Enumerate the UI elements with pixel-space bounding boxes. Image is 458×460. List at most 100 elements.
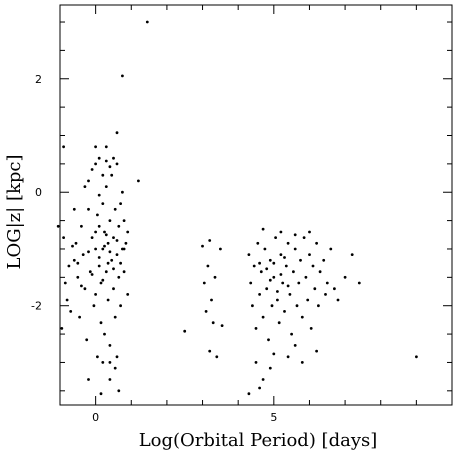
data-point xyxy=(106,261,110,265)
data-point xyxy=(299,258,302,262)
data-point xyxy=(99,321,103,325)
data-point xyxy=(258,386,261,390)
data-point xyxy=(87,250,90,254)
data-point xyxy=(126,293,130,296)
data-point xyxy=(308,230,311,234)
data-point xyxy=(145,20,149,24)
data-point xyxy=(97,224,101,228)
data-point xyxy=(101,173,105,177)
data-point xyxy=(204,310,208,313)
data-point xyxy=(96,355,99,359)
data-point xyxy=(90,168,94,171)
data-point xyxy=(265,287,269,291)
data-point xyxy=(83,287,87,291)
y-tick-label: 2 xyxy=(35,73,42,86)
data-point xyxy=(306,298,310,302)
data-point xyxy=(302,236,306,240)
data-point xyxy=(104,159,108,163)
data-point xyxy=(284,264,288,268)
data-point xyxy=(103,230,106,234)
data-point xyxy=(87,207,90,211)
data-point xyxy=(94,247,97,251)
data-point xyxy=(219,247,222,251)
data-point xyxy=(113,315,117,319)
x-tick-label: 5 xyxy=(270,411,277,424)
data-point xyxy=(295,304,299,308)
data-point xyxy=(290,332,293,336)
data-point xyxy=(108,250,112,254)
data-point xyxy=(247,253,251,256)
data-point xyxy=(201,244,204,248)
data-point xyxy=(208,239,212,242)
data-point xyxy=(324,293,327,296)
data-point xyxy=(103,244,106,248)
data-point xyxy=(97,264,101,268)
data-point xyxy=(56,224,60,228)
data-point xyxy=(415,355,418,359)
data-point xyxy=(213,275,217,279)
data-point xyxy=(267,338,270,342)
data-point xyxy=(279,253,283,256)
data-point xyxy=(308,253,311,256)
data-point xyxy=(208,349,212,353)
data-point xyxy=(286,284,290,288)
data-point xyxy=(317,304,320,308)
data-point xyxy=(247,392,251,396)
data-point xyxy=(119,261,122,265)
data-point xyxy=(90,273,94,276)
data-point xyxy=(76,275,80,279)
data-point xyxy=(104,145,108,149)
data-point xyxy=(325,281,329,285)
data-point xyxy=(268,278,272,282)
data-point xyxy=(101,202,105,206)
data-point xyxy=(78,315,81,319)
data-point xyxy=(99,281,103,285)
data-point xyxy=(124,241,128,245)
data-point xyxy=(215,355,219,359)
data-point xyxy=(81,253,85,256)
x-tick-label: 0 xyxy=(92,411,99,424)
data-point xyxy=(252,264,256,268)
y-tick-label: 0 xyxy=(35,186,42,199)
data-point xyxy=(122,247,126,251)
data-point xyxy=(113,207,117,211)
data-point xyxy=(137,179,140,183)
data-point xyxy=(106,241,110,245)
data-point xyxy=(304,275,308,279)
data-point xyxy=(256,241,260,245)
data-point xyxy=(309,327,313,330)
y-tick-label: -2 xyxy=(31,300,42,313)
data-point xyxy=(259,270,263,274)
data-point xyxy=(300,361,304,364)
data-point xyxy=(261,315,265,319)
data-point xyxy=(279,273,283,276)
data-point xyxy=(115,355,119,359)
data-point xyxy=(210,298,213,302)
data-point xyxy=(72,258,76,262)
data-point xyxy=(117,275,121,279)
data-point xyxy=(270,304,274,308)
data-point xyxy=(106,298,110,302)
data-point xyxy=(101,278,105,282)
data-point xyxy=(90,236,94,240)
data-point xyxy=(67,264,71,268)
data-point xyxy=(112,287,115,291)
data-point xyxy=(333,287,336,291)
data-point xyxy=(254,361,258,364)
data-point xyxy=(293,344,297,347)
data-point xyxy=(117,389,121,393)
data-point xyxy=(122,270,126,274)
data-point xyxy=(76,261,80,265)
data-point xyxy=(336,298,340,302)
data-point xyxy=(261,227,265,231)
data-point xyxy=(276,298,279,302)
data-point xyxy=(263,247,267,251)
data-point xyxy=(126,230,130,234)
data-point xyxy=(254,327,258,330)
data-point xyxy=(104,185,108,189)
data-point xyxy=(288,293,292,296)
data-point xyxy=(283,256,286,259)
data-point xyxy=(272,261,276,265)
data-point xyxy=(313,287,317,291)
